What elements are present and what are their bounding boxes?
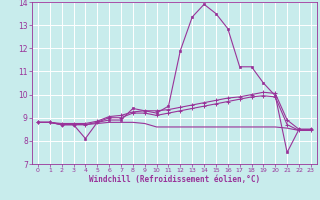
X-axis label: Windchill (Refroidissement éolien,°C): Windchill (Refroidissement éolien,°C) xyxy=(89,175,260,184)
